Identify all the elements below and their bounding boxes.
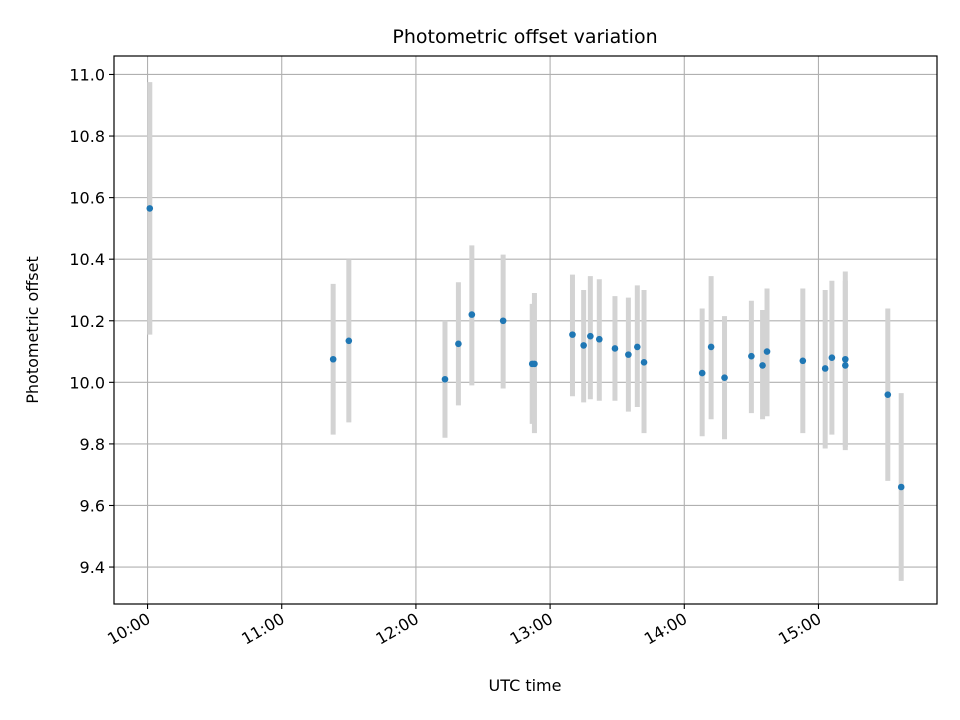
data-point [468,311,476,318]
data-point [625,351,632,358]
grid [114,56,937,604]
data-point [828,354,836,362]
data-point [698,369,706,377]
plot-frame [113,55,938,605]
y-tick-label: 10.6 [69,189,105,208]
data-point [821,365,829,372]
data-point [596,335,603,343]
y-axis-title: Photometric offset [23,256,42,404]
data-point [884,391,892,398]
data-point [611,345,619,352]
data-point [640,359,648,366]
y-tick-label: 11.0 [69,65,105,84]
data-point [707,343,715,351]
y-tick-label: 10.2 [69,312,105,331]
y-tick-label: 9.6 [80,496,105,515]
data-point [531,360,538,368]
data-point [759,362,766,369]
x-axis-title: UTC time [489,676,562,695]
data-point [763,348,771,355]
data-point [721,374,728,382]
y-tick-label: 10.8 [69,127,105,146]
data-point [329,355,337,363]
data-point [587,332,594,340]
y-tick-label: 9.4 [80,558,105,577]
data-point [748,352,755,360]
y-tick-label: 10.0 [69,373,105,392]
data-point [455,340,462,348]
data-point [569,331,576,338]
data-point [842,355,849,363]
data-point [799,357,807,365]
chart-title: Photometric offset variation [392,26,657,48]
y-tick-label: 9.8 [80,435,105,454]
data-point [146,205,154,212]
data-points [146,205,905,491]
data-point [345,337,353,345]
data-point [634,343,641,351]
data-point [897,483,905,491]
data-point [580,342,587,349]
y-tick-label: 10.4 [69,250,105,269]
data-point [441,375,449,383]
y-axis: 9.4 9.6 9.8 10.0 10.2 10.4 10.6 10.8 11.0 [69,65,114,577]
data-point [842,362,849,369]
data-point [499,317,507,325]
